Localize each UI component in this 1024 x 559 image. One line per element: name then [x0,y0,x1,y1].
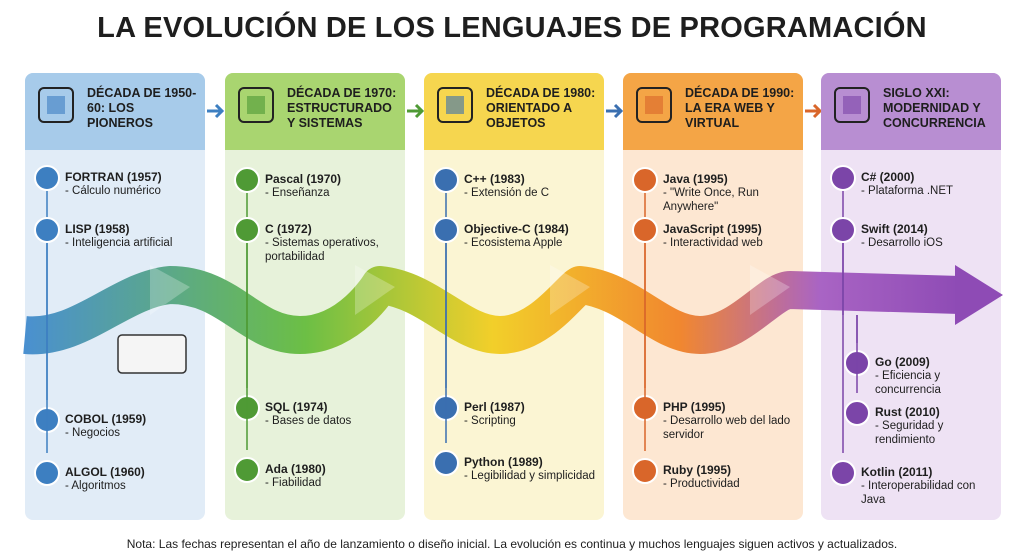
column-panel [225,73,405,520]
language-desc: - Desarrollo iOS [861,237,943,249]
header-icon-detail [446,96,464,114]
wave-arrowhead [150,265,190,315]
column-panel [424,73,604,520]
header-icon [238,87,274,123]
language-icon [234,457,260,483]
column-header [821,73,1001,150]
header-icon-detail [843,96,861,114]
header-arrow [407,103,425,119]
language-name: Swift (2014) [861,222,928,236]
language-desc: - Desarrollo web del lado servidor [663,415,791,441]
language-desc: - Cálculo numérico [65,185,161,197]
column-header [25,73,205,150]
timeline-wave [23,266,961,355]
language-desc: - Seguridad y rendimiento [875,420,944,446]
language-icon [830,460,856,486]
language-icon [34,217,60,243]
column-header-title: SIGLO XXI: MODERNIDAD Y CONCURRENCIA [883,86,986,130]
header-arrow [606,103,624,119]
language-desc: - Sistemas operativos, portabilidad [265,237,379,263]
column-header [424,73,604,150]
language-icon [433,167,459,193]
column-header-title: DÉCADA DE 1950-60: LOS PIONEROS [87,86,197,130]
language-name: Kotlin (2011) [861,465,933,479]
header-icon [636,87,672,123]
column-panel [623,73,803,520]
header-icon-detail [47,96,65,114]
language-icon [234,167,260,193]
column-header-title: DÉCADA DE 1970: ESTRUCTURADO Y SISTEMAS [287,86,397,130]
language-name: C# (2000) [861,170,915,184]
wave-arrowhead [750,265,790,315]
header-icon-detail [645,96,663,114]
language-name: SQL (1974) [265,400,328,414]
header-arrow [207,103,225,119]
header-icon-detail [247,96,265,114]
language-desc: - Enseñanza [265,187,330,199]
column-header-title: DÉCADA DE 1980: ORIENTADO A OBJETOS [486,86,596,130]
language-name: ALGOL (1960) [65,465,145,479]
wave-arrowhead [550,265,590,315]
language-name: PHP (1995) [663,400,726,414]
language-desc: - Eficiencia y concurrencia [875,370,941,396]
language-desc: - Interactividad web [663,237,763,249]
language-desc: - Extensión de C [464,187,550,199]
language-icon [844,400,870,426]
wave-arrowhead [355,265,395,315]
column-header-title: DÉCADA DE 1990: LA ERA WEB Y VIRTUAL [685,86,795,130]
column-header [623,73,803,150]
language-icon [234,217,260,243]
language-name: Python (1989) [464,455,543,469]
language-name: COBOL (1959) [65,412,147,426]
language-icon [433,217,459,243]
language-desc: - Inteligencia artificial [65,237,173,249]
language-icon [632,167,658,193]
header-arrow [805,103,823,119]
title: LA EVOLUCIÓN DE LOS LENGUAJES DE PROGRAM… [97,12,927,44]
language-name: JavaScript (1995) [663,222,762,236]
language-name: Rust (2010) [875,405,940,419]
language-desc: - Legibilidad y simplicidad [464,470,596,482]
language-desc: - Scripting [464,415,516,427]
language-desc: - Bases de datos [265,415,352,427]
language-name: FORTRAN (1957) [65,170,162,184]
language-icon [632,458,658,484]
header-icon [437,87,473,123]
language-desc: - "Write Once, Run Anywhere" [663,187,759,213]
language-name: C++ (1983) [464,172,525,186]
language-icon [830,217,856,243]
column-header [225,73,405,150]
language-desc: - Ecosistema Apple [464,237,563,249]
language-name: Objective-C (1984) [464,222,569,236]
language-name: Ada (1980) [265,462,326,476]
language-desc: - Plataforma .NET [861,185,954,197]
language-icon [632,217,658,243]
language-name: Perl (1987) [464,400,525,414]
language-icon [34,460,60,486]
timeline-arrowhead [955,265,1003,325]
decorative-device [117,334,187,374]
language-name: LISP (1958) [65,222,130,236]
footnote: Nota: Las fechas representan el año de l… [126,537,898,551]
language-name: Pascal (1970) [265,172,342,186]
language-desc: - Interoperabilidad con Java [861,480,976,506]
language-name: Ruby (1995) [663,463,732,477]
language-name: Java (1995) [663,172,728,186]
language-icon [34,165,60,191]
header-icon [834,87,870,123]
language-icon [433,450,459,476]
language-name: C (1972) [265,222,312,236]
language-name: Go (2009) [875,355,930,369]
language-desc: - Productividad [663,478,740,490]
language-icon [830,165,856,191]
header-icon [38,87,74,123]
language-desc: - Fiabilidad [265,477,322,489]
language-desc: - Negocios [65,427,120,439]
language-desc: - Algoritmos [65,480,126,492]
